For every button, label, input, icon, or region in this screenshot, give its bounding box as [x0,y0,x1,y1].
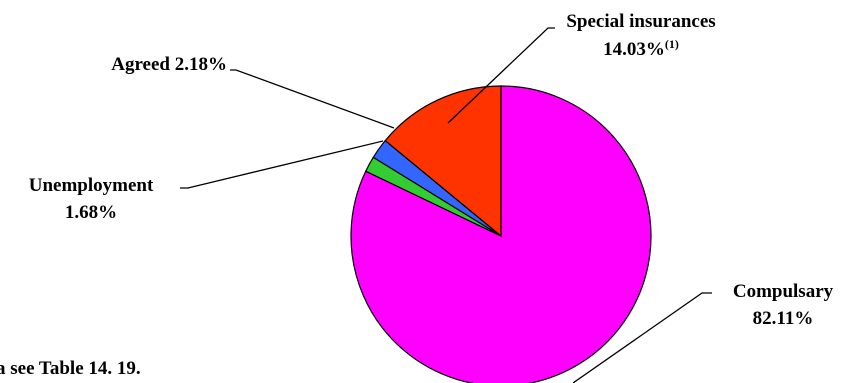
leader-line-agreed [230,69,395,129]
label-special-insurances-name: Special insurances [566,11,715,32]
label-unemployment-value: 1.68% [65,202,117,223]
footnote: a see Table 14. 19. [0,358,141,379]
pie-slice-special-insurances [384,85,502,238]
pie-slices [350,85,652,383]
label-special-insurances-value: 14.03%(1) [603,37,679,60]
label-agreed: Agreed 2.18% [111,54,227,75]
label-compulsary-name: Compulsary [733,281,834,302]
leader-line-compulsary [572,292,712,383]
label-compulsary-value: 82.11% [753,308,814,329]
leader-line-unemployment [180,140,384,189]
leader-line-special-insurances [447,27,555,124]
label-unemployment-name: Unemployment [29,175,154,196]
